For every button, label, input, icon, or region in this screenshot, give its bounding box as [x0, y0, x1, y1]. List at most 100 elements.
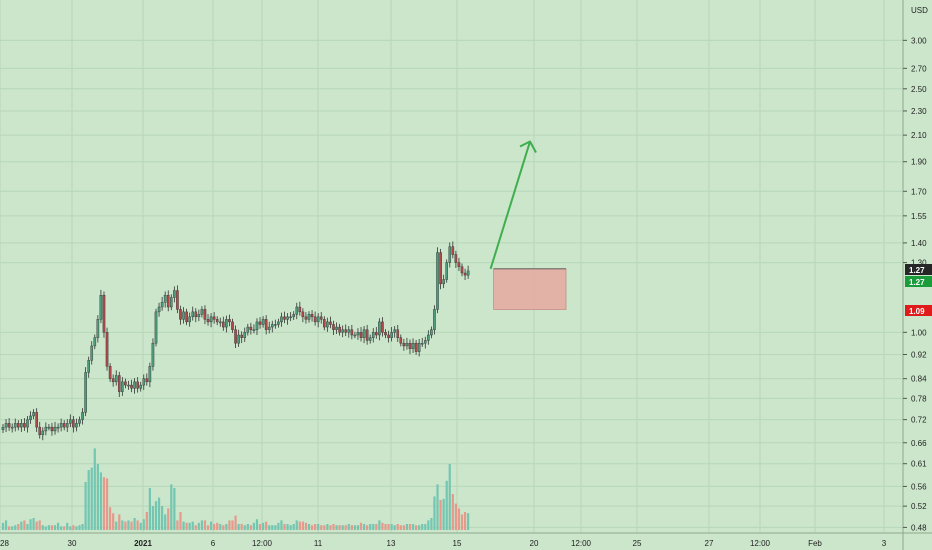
volume-bar [44, 526, 47, 530]
candle-body [215, 319, 219, 323]
volume-bar [366, 525, 369, 530]
volume-bar [255, 519, 259, 530]
price-tag-target: 1.27 [905, 276, 932, 287]
candle-body [347, 329, 351, 333]
volume-bar [157, 497, 161, 530]
candle-body [289, 316, 292, 319]
volume-bar [454, 503, 457, 530]
candle-body [295, 306, 299, 315]
x-tick-label: 15 [453, 539, 462, 548]
volume-bar [133, 518, 136, 530]
y-tick-label: 0.66 [911, 439, 927, 448]
candle-body [84, 372, 87, 413]
candle-body [313, 316, 317, 323]
y-tick-label: 0.48 [911, 523, 927, 532]
candle-body [75, 423, 78, 428]
volume-bar [1, 522, 5, 530]
volume-bar [362, 524, 366, 530]
volume-bar [240, 524, 243, 530]
volume-bar [105, 478, 109, 530]
volume-bar [41, 525, 44, 530]
candle-body [142, 378, 146, 386]
candle-body [451, 246, 455, 255]
candle-body [59, 423, 63, 428]
time-axis[interactable]: 28 30 2021 6 12:00 11 13 15 20 12:00 25 27 12:00 Feb 3 [0, 532, 932, 548]
volume-bar [369, 524, 372, 530]
volume-bar [81, 524, 84, 530]
volume-bar [96, 464, 99, 530]
volume-bar [415, 525, 418, 530]
volume-bar [399, 525, 402, 530]
volume-bar [310, 525, 314, 530]
candle-body [157, 306, 161, 313]
candle-body [108, 366, 112, 379]
candle-body [292, 314, 296, 318]
volume-bar [84, 482, 87, 530]
volume-bar [317, 524, 320, 530]
candle-body [243, 332, 247, 338]
candle-body [87, 360, 90, 373]
y-tick-label: 2.50 [911, 85, 927, 94]
volume-bar [161, 506, 164, 530]
volume-bar [304, 522, 308, 530]
candle-body [286, 316, 289, 320]
candle-body [121, 381, 124, 392]
volume-bar [424, 524, 427, 530]
volume-bar [329, 525, 332, 530]
volume-bar [320, 525, 323, 530]
volume-bar [35, 521, 38, 530]
candle-body [102, 294, 106, 333]
price-axis[interactable]: USD 3.00 2.70 2.50 2.30 2.10 1.90 1.70 1.55 1.40… [902, 0, 928, 550]
volume-bar [136, 520, 139, 530]
candle-body [301, 311, 305, 318]
volume-bar [408, 524, 412, 530]
volume-bar [209, 521, 213, 530]
candle-body [326, 321, 329, 328]
candle-body [430, 329, 433, 336]
volume-bar [20, 521, 23, 530]
volume-bar [148, 488, 151, 530]
volume-bar [170, 484, 173, 530]
x-tick-label: 13 [387, 539, 396, 548]
candle-body [185, 311, 188, 323]
candle-body [188, 316, 191, 323]
svg-text:1.09: 1.09 [909, 307, 925, 316]
volume-bar [109, 507, 112, 530]
currency-label: USD [911, 6, 928, 15]
candle-body [130, 384, 133, 389]
candle-body [136, 381, 139, 389]
volume-bar [234, 515, 237, 530]
y-tick-label: 3.00 [911, 36, 927, 45]
volume-bar [390, 524, 393, 530]
volume-bar [378, 520, 381, 530]
candle-body [381, 321, 384, 333]
volume-bar [93, 448, 96, 530]
candle-body [96, 319, 100, 338]
volume-bar [353, 525, 356, 530]
volume-bar [72, 525, 75, 530]
volume-bar [14, 525, 17, 530]
svg-text:1.27: 1.27 [909, 278, 925, 287]
volume-bar [194, 525, 197, 530]
volume-bar [274, 525, 277, 530]
volume-bar [127, 520, 130, 530]
volume-bar [283, 524, 286, 530]
volume-bar [11, 526, 14, 530]
volume-bar [56, 522, 60, 530]
candle-body [439, 252, 442, 285]
candle-body [448, 246, 452, 263]
volume-bar [121, 520, 124, 530]
volume-bar [142, 519, 145, 530]
volume-bar [69, 526, 72, 530]
x-tick-label: 25 [633, 539, 642, 548]
candle-body [445, 262, 449, 280]
candlesticks [1, 241, 470, 441]
candle-body [463, 272, 467, 276]
volume-bar [338, 525, 341, 530]
candle-body [240, 334, 243, 338]
volume-bar [271, 525, 274, 530]
candle-body [225, 319, 228, 328]
candle-body [56, 426, 60, 429]
candle-body [72, 419, 75, 428]
